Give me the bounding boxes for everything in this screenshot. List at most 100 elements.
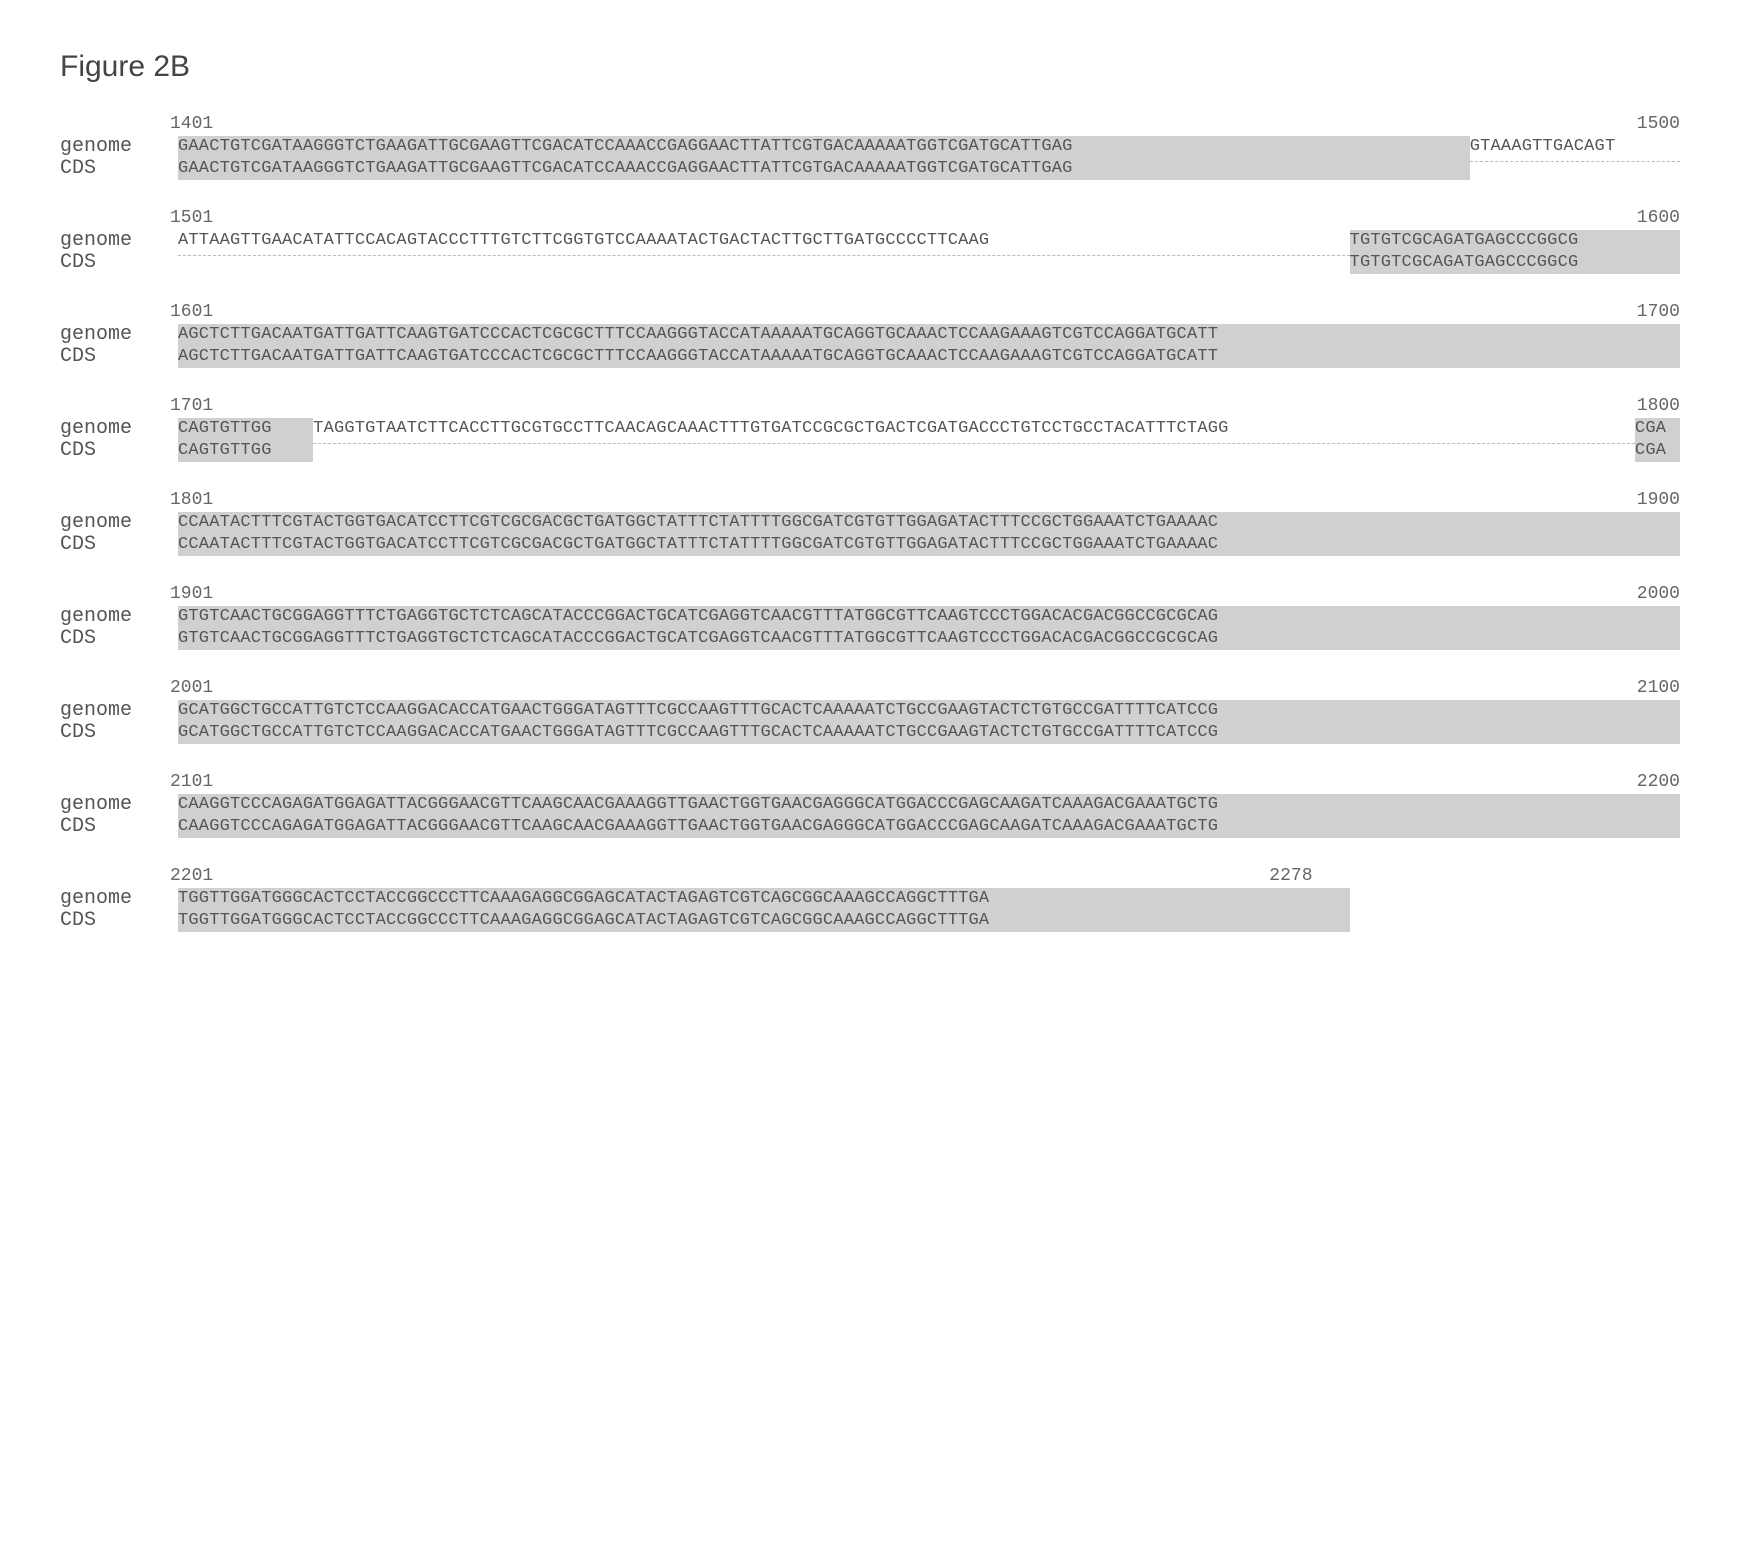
- sequence-segment-highlighted: TGGTTGGATGGGCACTCCTACCGGCCCTTCAAAGAGGCGG…: [178, 910, 1350, 932]
- genome-sequence: GCATGGCTGCCATTGTCTCCAAGGACACCATGAACTGGGA…: [178, 700, 1680, 722]
- genome-sequence: GAACTGTCGATAAGGGTCTGAAGATTGCGAAGTTCGACAT…: [178, 136, 1680, 158]
- sequence-segment-plain: GTAAAGTTGACAGT: [1470, 136, 1680, 158]
- row-label-cds: CDS: [60, 534, 178, 556]
- cds-sequence: TGTGTCGCAGATGAGCCCGGCG: [178, 252, 1680, 274]
- genome-row: genomeCAGTGTTGGTAGGTGTAATCTTCACCTTGCGTGC…: [60, 418, 1680, 440]
- sequence-segment-highlighted: CAAGGTCCCAGAGATGGAGATTACGGGAACGTTCAAGCAA…: [178, 816, 1680, 838]
- genome-sequence: CAGTGTTGGTAGGTGTAATCTTCACCTTGCGTGCCTTCAA…: [178, 418, 1680, 440]
- sequence-segment-highlighted: CAGTGTTGG: [178, 418, 313, 440]
- sequence-segment-highlighted: GAACTGTCGATAAGGGTCTGAAGATTGCGAAGTTCGACAT…: [178, 136, 1470, 158]
- sequence-segment-highlighted: CCAATACTTTCGTACTGGTGACATCCTTCGTCGCGACGCT…: [178, 512, 1680, 534]
- row-label-cds: CDS: [60, 910, 178, 932]
- cds-row: CDSAGCTCTTGACAATGATTGATTCAAGTGATCCCACTCG…: [60, 346, 1680, 368]
- sequence-segment-highlighted: AGCTCTTGACAATGATTGATTCAAGTGATCCCACTCGCGC…: [178, 324, 1680, 346]
- position-end: 1500: [213, 114, 1680, 134]
- position-row: 20012100: [60, 678, 1680, 698]
- label-spacer: [60, 208, 170, 228]
- sequence-segment-highlighted: AGCTCTTGACAATGATTGATTCAAGTGATCCCACTCGCGC…: [178, 346, 1680, 368]
- sequence-segment-plain: TAGGTGTAATCTTCACCTTGCGTGCCTTCAACAGCAAACT…: [313, 418, 1635, 440]
- sequence-segment-highlighted: GTGTCAACTGCGGAGGTTTCTGAGGTGCTCTCAGCATACC…: [178, 606, 1680, 628]
- alignment-block: 15011600genomeATTAAGTTGAACATATTCCACAGTAC…: [60, 208, 1680, 274]
- position-row: 17011800: [60, 396, 1680, 416]
- sequence-segment-highlighted: GCATGGCTGCCATTGTCTCCAAGGACACCATGAACTGGGA…: [178, 700, 1680, 722]
- position-end: 2100: [213, 678, 1680, 698]
- sequence-segment-highlighted: CGA: [1635, 440, 1680, 462]
- cds-row: CDSCCAATACTTTCGTACTGGTGACATCCTTCGTCGCGAC…: [60, 534, 1680, 556]
- label-spacer: [60, 490, 170, 510]
- position-start: 1901: [170, 584, 213, 604]
- cds-sequence: CAGTGTTGG CGA: [178, 440, 1680, 462]
- sequence-segment-highlighted: TGGTTGGATGGGCACTCCTACCGGCCCTTCAAAGAGGCGG…: [178, 888, 1350, 910]
- row-label-cds: CDS: [60, 158, 178, 180]
- position-end: 1900: [213, 490, 1680, 510]
- position-end: 1800: [213, 396, 1680, 416]
- cds-sequence: CCAATACTTTCGTACTGGTGACATCCTTCGTCGCGACGCT…: [178, 534, 1680, 556]
- sequence-segment-plain: ATTAAGTTGAACATATTCCACAGTACCCTTTGTCTTCGGT…: [178, 230, 1350, 252]
- position-row: 19012000: [60, 584, 1680, 604]
- sequence-gap: [313, 443, 1635, 462]
- genome-row: genomeATTAAGTTGAACATATTCCACAGTACCCTTTGTC…: [60, 230, 1680, 252]
- row-label-cds: CDS: [60, 440, 178, 462]
- cds-row: CDSGAACTGTCGATAAGGGTCTGAAGATTGCGAAGTTCGA…: [60, 158, 1680, 180]
- row-label-genome: genome: [60, 888, 178, 910]
- position-end: 2200: [213, 772, 1680, 792]
- position-start: 1801: [170, 490, 213, 510]
- cds-sequence: TGGTTGGATGGGCACTCCTACCGGCCCTTCAAAGAGGCGG…: [178, 910, 1680, 932]
- row-label-cds: CDS: [60, 252, 178, 274]
- sequence-alignment: 14011500genomeGAACTGTCGATAAGGGTCTGAAGATT…: [60, 114, 1680, 932]
- genome-row: genomeGCATGGCTGCCATTGTCTCCAAGGACACCATGAA…: [60, 700, 1680, 722]
- cds-row: CDSGTGTCAACTGCGGAGGTTTCTGAGGTGCTCTCAGCAT…: [60, 628, 1680, 650]
- genome-row: genomeCCAATACTTTCGTACTGGTGACATCCTTCGTCGC…: [60, 512, 1680, 534]
- cds-sequence: GAACTGTCGATAAGGGTCTGAAGATTGCGAAGTTCGACAT…: [178, 158, 1680, 180]
- alignment-block: 14011500genomeGAACTGTCGATAAGGGTCTGAAGATT…: [60, 114, 1680, 180]
- position-start: 2001: [170, 678, 213, 698]
- alignment-block: 22012278genomeTGGTTGGATGGGCACTCCTACCGGCC…: [60, 866, 1680, 932]
- label-spacer: [60, 396, 170, 416]
- label-spacer: [60, 114, 170, 134]
- position-start: 1701: [170, 396, 213, 416]
- genome-sequence: GTGTCAACTGCGGAGGTTTCTGAGGTGCTCTCAGCATACC…: [178, 606, 1680, 628]
- genome-row: genomeCAAGGTCCCAGAGATGGAGATTACGGGAACGTTC…: [60, 794, 1680, 816]
- cds-row: CDS TGTGTCGCAGATGAGCCCGGCG: [60, 252, 1680, 274]
- sequence-segment-highlighted: TGTGTCGCAGATGAGCCCGGCG: [1350, 252, 1680, 274]
- genome-row: genomeGTGTCAACTGCGGAGGTTTCTGAGGTGCTCTCAG…: [60, 606, 1680, 628]
- sequence-segment-highlighted: CAGTGTTGG: [178, 440, 313, 462]
- position-row: 21012200: [60, 772, 1680, 792]
- row-label-genome: genome: [60, 230, 178, 252]
- label-spacer: [60, 678, 170, 698]
- cds-row: CDSCAGTGTTGG CGA: [60, 440, 1680, 462]
- alignment-block: 17011800genomeCAGTGTTGGTAGGTGTAATCTTCACC…: [60, 396, 1680, 462]
- row-label-genome: genome: [60, 700, 178, 722]
- alignment-block: 21012200genomeCAAGGTCCCAGAGATGGAGATTACGG…: [60, 772, 1680, 838]
- genome-sequence: CAAGGTCCCAGAGATGGAGATTACGGGAACGTTCAAGCAA…: [178, 794, 1680, 816]
- position-row: 22012278: [60, 866, 1680, 886]
- cds-sequence: CAAGGTCCCAGAGATGGAGATTACGGGAACGTTCAAGCAA…: [178, 816, 1680, 838]
- position-start: 1501: [170, 208, 213, 228]
- row-label-cds: CDS: [60, 722, 178, 744]
- genome-sequence: ATTAAGTTGAACATATTCCACAGTACCCTTTGTCTTCGGT…: [178, 230, 1680, 252]
- row-label-genome: genome: [60, 136, 178, 158]
- genome-row: genomeAGCTCTTGACAATGATTGATTCAAGTGATCCCAC…: [60, 324, 1680, 346]
- sequence-segment-highlighted: GAACTGTCGATAAGGGTCTGAAGATTGCGAAGTTCGACAT…: [178, 158, 1470, 180]
- alignment-block: 18011900genomeCCAATACTTTCGTACTGGTGACATCC…: [60, 490, 1680, 556]
- label-spacer: [60, 772, 170, 792]
- alignment-block: 19012000genomeGTGTCAACTGCGGAGGTTTCTGAGGT…: [60, 584, 1680, 650]
- row-label-genome: genome: [60, 418, 178, 440]
- row-label-cds: CDS: [60, 628, 178, 650]
- genome-row: genomeGAACTGTCGATAAGGGTCTGAAGATTGCGAAGTT…: [60, 136, 1680, 158]
- alignment-block: 20012100genomeGCATGGCTGCCATTGTCTCCAAGGAC…: [60, 678, 1680, 744]
- row-label-genome: genome: [60, 606, 178, 628]
- position-row: 16011700: [60, 302, 1680, 322]
- position-end: 1700: [213, 302, 1680, 322]
- cds-sequence: GTGTCAACTGCGGAGGTTTCTGAGGTGCTCTCAGCATACC…: [178, 628, 1680, 650]
- genome-sequence: CCAATACTTTCGTACTGGTGACATCCTTCGTCGCGACGCT…: [178, 512, 1680, 534]
- genome-sequence: AGCTCTTGACAATGATTGATTCAAGTGATCCCACTCGCGC…: [178, 324, 1680, 346]
- row-label-cds: CDS: [60, 346, 178, 368]
- genome-sequence: TGGTTGGATGGGCACTCCTACCGGCCCTTCAAAGAGGCGG…: [178, 888, 1680, 910]
- position-end: 2000: [213, 584, 1680, 604]
- position-start: 2201: [170, 866, 213, 886]
- figure-title: Figure 2B: [60, 50, 1680, 84]
- position-row: 18011900: [60, 490, 1680, 510]
- row-label-genome: genome: [60, 324, 178, 346]
- sequence-segment-highlighted: TGTGTCGCAGATGAGCCCGGCG: [1350, 230, 1680, 252]
